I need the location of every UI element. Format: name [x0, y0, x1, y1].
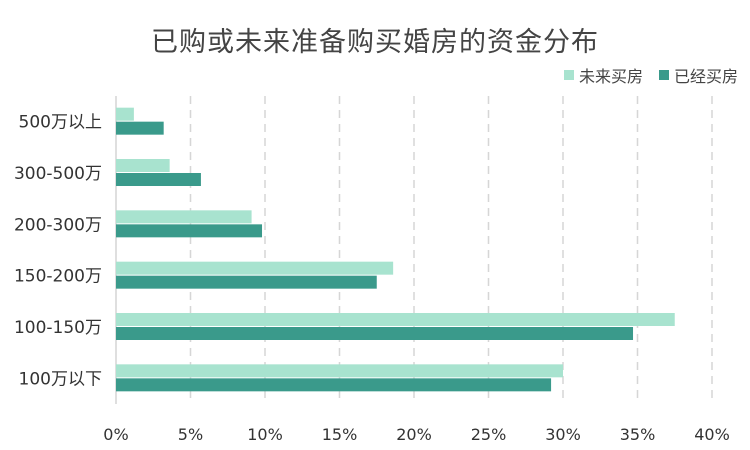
x-tick-label: 30% — [545, 425, 581, 444]
x-tick-label: 5% — [178, 425, 203, 444]
bar-future — [116, 159, 170, 172]
bar-bought — [116, 173, 201, 186]
x-tick-label: 20% — [396, 425, 432, 444]
bar-future — [116, 261, 394, 275]
bar-bought — [116, 224, 263, 238]
legend: 未来买房 已经买房 — [548, 63, 738, 87]
y-tick-label: 100万以下 — [19, 369, 102, 389]
bar-bought — [116, 378, 552, 392]
x-tick-label: 15% — [322, 425, 358, 444]
y-tick-label: 300-500万 — [14, 164, 102, 184]
legend-item-future: 未来买房 — [563, 63, 643, 87]
bar-future — [116, 210, 252, 224]
legend-item-bought: 已经买房 — [658, 63, 738, 87]
x-tick-label: 0% — [103, 425, 128, 444]
bar-bought — [116, 121, 164, 135]
y-tick-label: 100-150万 — [14, 318, 102, 338]
y-tick-label: 150-200万 — [14, 267, 102, 287]
x-tick-label: 35% — [620, 425, 656, 444]
legend-swatch-future — [563, 70, 574, 80]
bar-bought — [116, 275, 377, 289]
x-tick-label: 10% — [247, 425, 283, 444]
legend-label-future: 未来买房 — [578, 67, 643, 86]
bar-future — [116, 364, 563, 378]
y-tick-label: 200-300万 — [14, 215, 102, 235]
bar-future — [116, 313, 675, 326]
bar-bought — [116, 327, 634, 340]
bar-future — [116, 107, 134, 121]
legend-swatch-bought — [658, 70, 669, 80]
y-tick-label: 500万以上 — [19, 113, 102, 133]
x-tick-label: 25% — [471, 425, 507, 444]
chart-title: 已购或未来准备购买婚房的资金分布 — [151, 27, 599, 58]
x-tick-label: 40% — [694, 425, 730, 444]
legend-label-bought: 已经买房 — [673, 67, 738, 86]
